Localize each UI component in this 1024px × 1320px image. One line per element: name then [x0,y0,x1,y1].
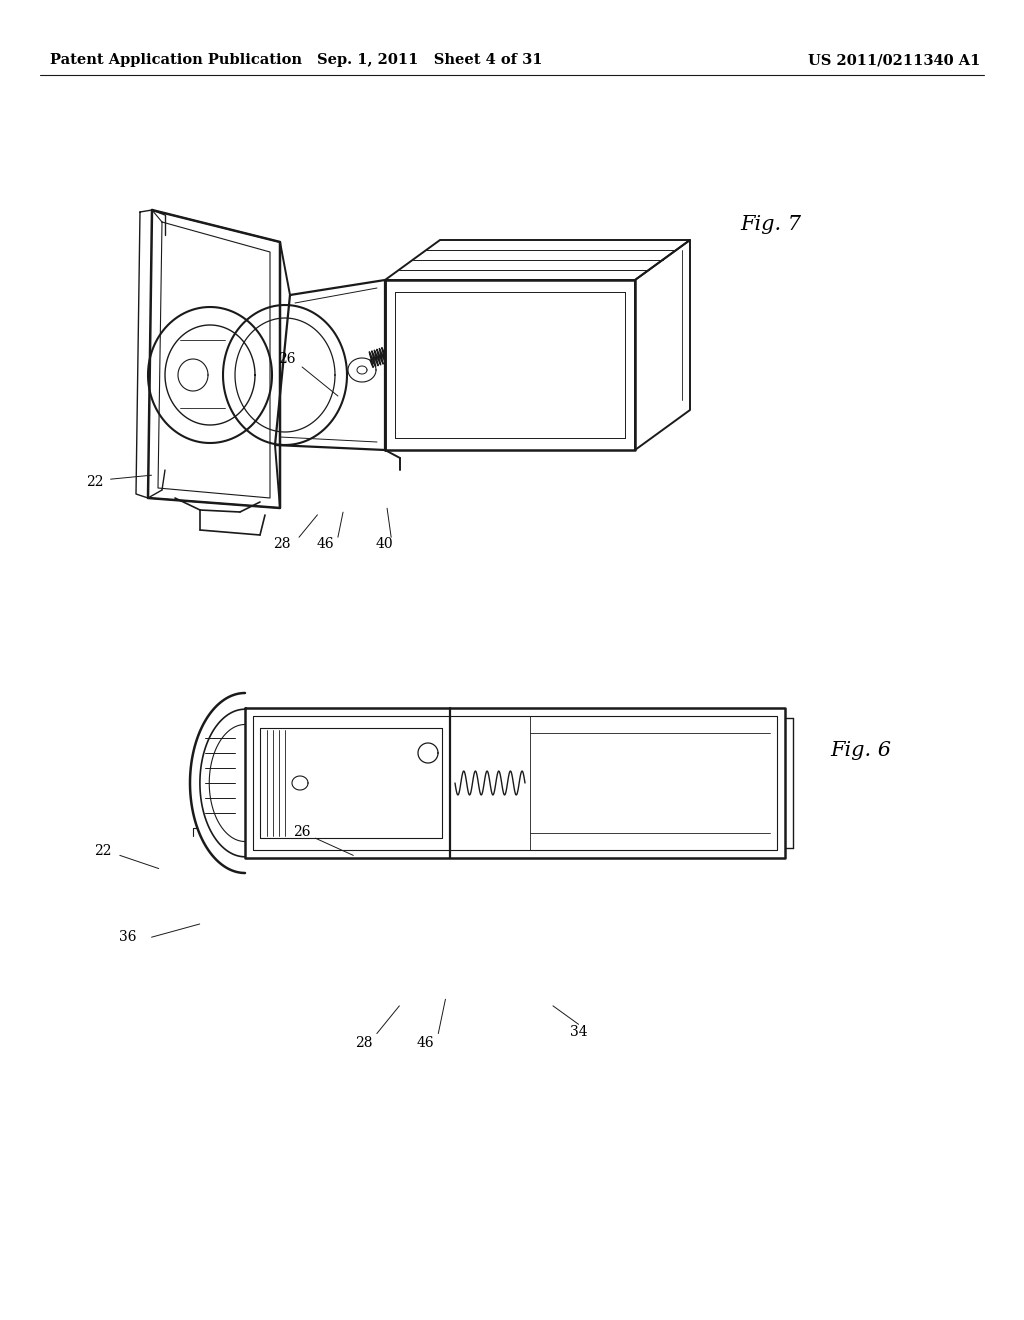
Text: 46: 46 [416,1036,434,1049]
Text: Fig. 7: Fig. 7 [740,215,801,235]
Text: Fig. 6: Fig. 6 [830,741,891,759]
Text: 46: 46 [316,537,335,550]
Text: Patent Application Publication: Patent Application Publication [50,53,302,67]
Text: Sep. 1, 2011   Sheet 4 of 31: Sep. 1, 2011 Sheet 4 of 31 [317,53,543,67]
Text: 22: 22 [86,475,104,488]
Text: 36: 36 [119,931,137,944]
Text: 26: 26 [293,825,311,838]
Text: 26: 26 [278,352,296,366]
Text: 40: 40 [375,537,393,550]
Text: 28: 28 [272,537,291,550]
Text: 22: 22 [93,845,112,858]
Text: US 2011/0211340 A1: US 2011/0211340 A1 [808,53,980,67]
Text: 28: 28 [354,1036,373,1049]
Text: 34: 34 [569,1026,588,1039]
